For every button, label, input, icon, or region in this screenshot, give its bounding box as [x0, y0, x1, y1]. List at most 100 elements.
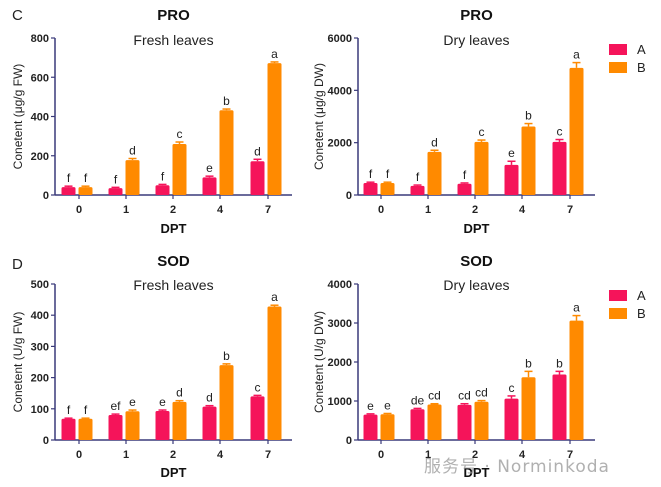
x-tick-label: 4: [519, 204, 526, 216]
significance-label: c: [177, 127, 183, 141]
significance-label: b: [525, 356, 532, 370]
x-tick-label: 0: [76, 449, 82, 461]
legend-label-b: B: [637, 60, 646, 75]
bar-a: [155, 185, 170, 195]
x-tick-label: 0: [378, 449, 384, 461]
chart-title: PRO: [157, 7, 190, 24]
y-tick-label: 200: [31, 151, 49, 163]
significance-label: d: [176, 386, 183, 400]
bar-b: [78, 187, 93, 195]
y-tick-label: 300: [31, 341, 49, 353]
y-tick-label: 200: [31, 373, 49, 385]
y-tick-label: 400: [31, 310, 49, 322]
legend-label-a: A: [637, 288, 646, 303]
bar-b: [125, 411, 140, 440]
bar-a: [108, 188, 123, 195]
significance-label: f: [84, 171, 88, 185]
bar-a: [410, 409, 425, 440]
bar-b: [474, 401, 489, 440]
y-tick-label: 4000: [328, 85, 352, 97]
x-tick-label: 7: [567, 449, 573, 461]
y-tick-label: 3000: [328, 318, 352, 330]
chart-title: SOD: [157, 253, 190, 270]
legend-label-a: A: [637, 42, 646, 57]
panel-letter: D: [12, 256, 23, 273]
legend-swatch-a: [609, 44, 627, 55]
y-tick-label: 0: [346, 190, 352, 202]
bar-a: [155, 410, 170, 440]
bar-a: [250, 161, 265, 195]
significance-label: d: [129, 143, 136, 157]
bar-a: [250, 396, 265, 440]
y-tick-label: 500: [31, 279, 49, 291]
bar-b: [267, 306, 282, 440]
bar-a: [552, 141, 567, 195]
significance-label: e: [367, 399, 374, 413]
significance-label: a: [573, 48, 580, 62]
x-tick-label: 4: [217, 449, 224, 461]
significance-label: b: [223, 94, 230, 108]
legend-swatch-b: [609, 62, 627, 73]
bar-b: [78, 418, 93, 440]
x-tick-label: 7: [265, 449, 271, 461]
significance-label: a: [271, 290, 278, 304]
chart-title: PRO: [460, 7, 493, 24]
bar-a: [457, 404, 472, 440]
bar-a: [504, 398, 519, 440]
significance-label: a: [573, 301, 580, 315]
significance-label: f: [161, 169, 165, 183]
y-tick-label: 0: [43, 435, 49, 447]
bar-a: [363, 182, 378, 195]
bar-b: [569, 320, 584, 440]
y-tick-label: 600: [31, 72, 49, 84]
legend-swatch-a: [609, 290, 627, 301]
y-tick-label: 1000: [328, 396, 352, 408]
x-tick-label: 7: [265, 204, 271, 216]
chart-panel-3: D SOD Fresh leaves 0 100 200 300 400 500 Conetent…: [11, 253, 292, 480]
x-tick-label: 2: [170, 204, 176, 216]
bar-a: [410, 185, 425, 195]
significance-label: c: [479, 125, 485, 139]
x-tick-label: 4: [519, 449, 526, 461]
significance-label: f: [67, 403, 71, 417]
significance-label: cd: [428, 389, 441, 403]
bar-b: [219, 365, 234, 440]
significance-label: b: [525, 109, 532, 123]
bar-b: [380, 414, 395, 440]
x-tick-label: 2: [472, 204, 478, 216]
bar-a: [61, 187, 76, 195]
significance-label: a: [271, 47, 278, 61]
x-tick-label: 7: [567, 204, 573, 216]
x-tick-label: 4: [217, 204, 224, 216]
x-axis-label: DPT: [464, 221, 490, 236]
bar-b: [474, 141, 489, 195]
x-tick-label: 0: [76, 204, 82, 216]
significance-label: f: [114, 172, 118, 186]
bar-a: [202, 177, 217, 195]
bar-b: [569, 67, 584, 195]
bar-a: [504, 164, 519, 195]
chart-panel-1: C PRO Fresh leaves 0 200 400 600 800 Conetent (μ…: [11, 7, 292, 236]
bar-b: [427, 404, 442, 440]
y-tick-label: 2000: [328, 138, 352, 150]
significance-label: f: [463, 168, 467, 182]
x-tick-label: 2: [472, 449, 478, 461]
legend-label-b: B: [637, 306, 646, 321]
y-tick-label: 0: [43, 190, 49, 202]
panel-letter: C: [12, 7, 23, 24]
significance-label: e: [206, 161, 213, 175]
significance-label: b: [223, 349, 230, 363]
significance-label: ef: [110, 399, 121, 413]
significance-label: e: [129, 395, 136, 409]
bar-a: [108, 415, 123, 440]
watermark: 服务号 · Norminkoda: [424, 457, 610, 477]
legend-swatch-b: [609, 308, 627, 319]
bar-b: [380, 182, 395, 195]
significance-label: c: [255, 380, 261, 394]
bar-a: [61, 418, 76, 440]
bar-a: [202, 406, 217, 440]
y-tick-label: 4000: [328, 279, 352, 291]
significance-label: c: [557, 125, 563, 139]
significance-label: d: [254, 144, 261, 158]
